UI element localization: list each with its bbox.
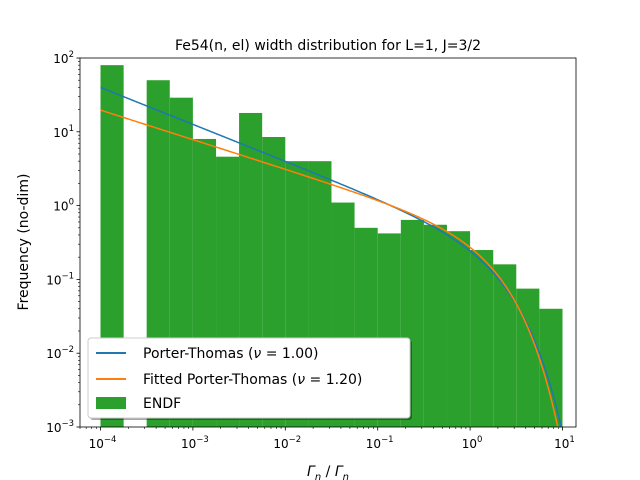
x-tick-label-1: 10−3: [181, 435, 209, 451]
series-line-porter-thomas: [100, 86, 563, 427]
y-tick-label-4: 101: [53, 124, 74, 140]
x-axis-label-base: Γ: [307, 464, 316, 480]
chart-title: Fe54(n, el) width distribution for L=1, …: [175, 38, 481, 54]
ticks: 10−4 10−3 10−2 10−1 100 101 10−3 10−2 10−1 100 101…: [46, 50, 575, 451]
legend-label-fitted-porter-thomas: Fitted Porter-Thomas (ν = 1.20): [143, 372, 362, 388]
x-axis-label-sub: n: [315, 472, 321, 480]
x-tick-label-2: 10−2: [273, 435, 301, 451]
histogram-bar-18: [516, 288, 540, 427]
y-tick-label-0: 10−3: [46, 419, 74, 435]
histogram-bar-19: [539, 308, 563, 427]
y-axis-label: Frequency (no-dim): [16, 174, 32, 311]
histogram-bar-0: [100, 65, 124, 427]
x-axis-label-mean: Γ: [335, 464, 344, 480]
x-axis-label: Γn / Γn: [307, 464, 349, 480]
legend-label-porter-thomas: Porter-Thomas (ν = 1.00): [143, 346, 319, 362]
y-tick-label-5: 102: [53, 50, 74, 66]
y-tick-label-3: 100: [53, 198, 74, 214]
y-tick-label-1: 10−2: [46, 345, 74, 361]
histogram-bar-15: [446, 231, 471, 427]
histogram-bar-17: [493, 264, 517, 427]
curves: [100, 86, 563, 427]
legend-swatch-endf: [96, 397, 126, 409]
x-tick-label-3: 10−1: [366, 435, 394, 451]
legend-box: [87, 337, 411, 419]
x-tick-label-0: 10−4: [89, 435, 117, 451]
series-line-fitted-porter-thomas: [100, 109, 559, 427]
axes-frame: [79, 57, 577, 428]
y-tick-label-2: 10−1: [46, 271, 74, 287]
legend-label-endf: ENDF: [143, 396, 181, 412]
histogram-bar-14: [423, 224, 447, 427]
x-axis-label-mean-sub: n: [343, 472, 349, 480]
x-tick-label-4: 100: [462, 435, 483, 451]
x-tick-label-5: 101: [554, 435, 575, 451]
histogram-bar-16: [470, 250, 494, 427]
legend: Porter-Thomas (ν = 1.00) Fitted Porter-Th…: [87, 337, 412, 420]
